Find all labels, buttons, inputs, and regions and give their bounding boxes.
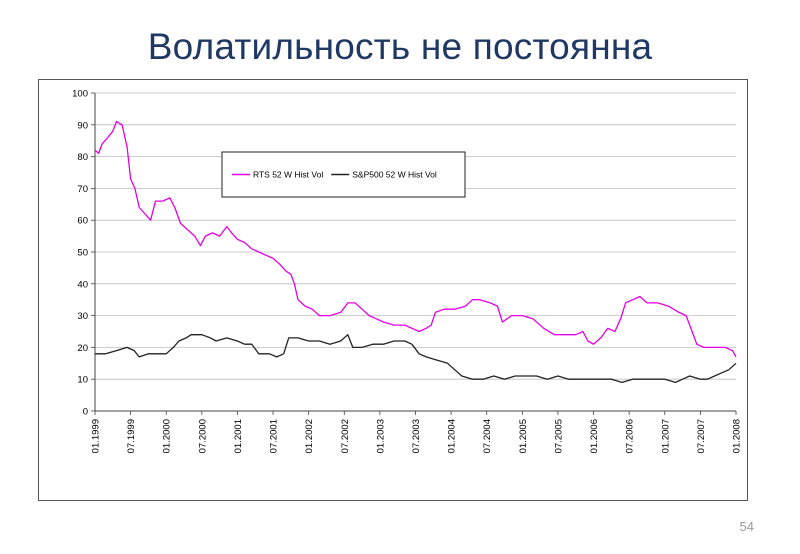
x-tick-label: 01.2006 xyxy=(589,419,600,453)
y-tick-label: 40 xyxy=(77,279,88,290)
x-tick-label: 07.2003 xyxy=(411,419,422,453)
x-tick-label: 07.2002 xyxy=(340,419,351,453)
grid xyxy=(95,92,736,412)
x-tick-label: 01.2004 xyxy=(447,419,458,453)
x-tick-label: 01.2001 xyxy=(233,419,244,453)
series-line-sp500 xyxy=(95,334,737,384)
legend-entry-rts: RTS 52 W Hist Vol xyxy=(253,170,323,180)
x-tick-label: 01.2000 xyxy=(162,419,173,453)
y-tick-label: 60 xyxy=(77,216,88,227)
series-line-rts xyxy=(94,120,737,358)
y-tick-label: 0 xyxy=(83,407,88,418)
page-number: 54 xyxy=(739,519,754,534)
slide-title: Волатильность не постоянна xyxy=(147,26,653,67)
axes: 0 10 20 30 40 50 60 70 80 90 100 01.1999 07.1999 01.2… xyxy=(72,89,742,454)
y-tick-label: 90 xyxy=(77,120,88,131)
x-tick-label: 01.2002 xyxy=(304,419,315,453)
y-tick-label: 30 xyxy=(77,311,88,322)
y-tick-label: 80 xyxy=(77,152,88,163)
y-tick-label: 10 xyxy=(77,375,88,386)
x-tick-label: 07.1999 xyxy=(126,419,137,453)
y-tick-label: 20 xyxy=(77,343,88,354)
chart-frame: 0 10 20 30 40 50 60 70 80 90 100 01.1999 07.1999 01.2… xyxy=(38,79,748,501)
x-tick-label: 07.2001 xyxy=(269,419,280,453)
x-tick-label: 07.2007 xyxy=(696,419,707,453)
legend: RTS 52 W Hist Vol S&P500 52 W Hist Vol xyxy=(221,151,466,198)
x-tick-label: 07.2000 xyxy=(197,419,208,453)
y-tick-label: 70 xyxy=(77,184,88,195)
series-lines xyxy=(94,120,737,384)
x-tick-label: 01.2008 xyxy=(732,419,743,453)
volatility-line-chart: 0 10 20 30 40 50 60 70 80 90 100 01.1999 07.1999 01.2… xyxy=(72,89,742,454)
x-tick-label: 07.2005 xyxy=(553,419,564,453)
legend-entry-sp500: S&P500 52 W Hist Vol xyxy=(352,170,437,180)
x-tick-label: 01.1999 xyxy=(91,419,102,453)
y-tick-label: 100 xyxy=(72,89,88,100)
x-tick-label: 01.2005 xyxy=(518,419,529,453)
x-tick-label: 01.2007 xyxy=(660,419,671,453)
x-tick-label: 01.2003 xyxy=(375,419,386,453)
x-tick-label: 07.2004 xyxy=(482,419,493,453)
x-tick-label: 07.2006 xyxy=(625,419,636,453)
y-tick-label: 50 xyxy=(77,248,88,259)
